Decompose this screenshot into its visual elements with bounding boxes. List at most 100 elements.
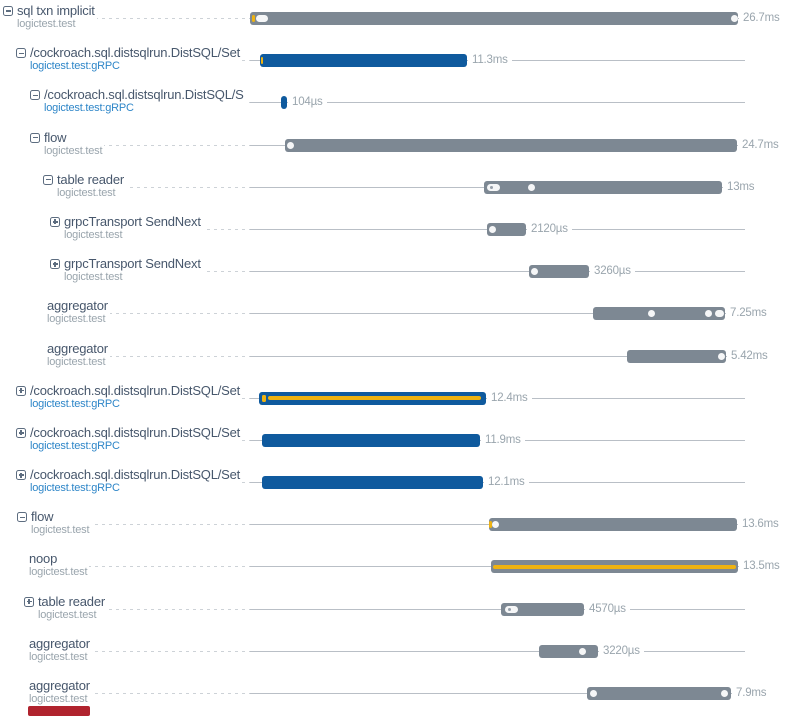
- event-marker[interactable]: [262, 394, 266, 402]
- span-label[interactable]: table reader logictest.test: [0, 593, 107, 621]
- span-label-zone: noop logictest.test: [0, 551, 250, 585]
- span-timeline: 3220µs: [250, 636, 786, 670]
- collapse-icon[interactable]: [17, 512, 27, 523]
- span-subtitle: logictest.test: [47, 355, 106, 368]
- event-marker[interactable]: [715, 310, 724, 318]
- event-marker[interactable]: [528, 183, 535, 191]
- span-timeline: 12.1ms: [250, 467, 786, 501]
- span-timeline: 12.4ms: [250, 383, 786, 417]
- event-marker[interactable]: [648, 310, 655, 318]
- span-title: aggregator: [47, 340, 108, 356]
- leader-dashed-line: [4, 18, 250, 19]
- leader-dashed-line: [4, 186, 250, 188]
- span-title: flow: [31, 509, 54, 525]
- span-bar[interactable]: [529, 265, 589, 279]
- span-bar[interactable]: [489, 518, 737, 532]
- span-label[interactable]: /cockroach.sql.distsqlrun.DistSQL/Set log…: [0, 45, 243, 73]
- event-marker[interactable]: [718, 352, 725, 360]
- collapse-icon[interactable]: [43, 174, 53, 185]
- span-label[interactable]: /cockroach.sql.distsqlrun.DistSQL/Set log…: [0, 467, 243, 495]
- event-marker[interactable]: [261, 57, 263, 65]
- span-label-zone: /cockroach.sql.distsqlrun.DistSQL/Set log…: [0, 467, 250, 501]
- span-bar[interactable]: [491, 560, 738, 574]
- span-bar[interactable]: [593, 307, 725, 321]
- span-label[interactable]: noop logictest.test: [0, 551, 90, 579]
- span-label[interactable]: flow logictest.test: [0, 509, 92, 537]
- expand-icon[interactable]: [50, 259, 60, 270]
- span-label[interactable]: aggregator logictest.test: [0, 678, 92, 706]
- event-marker[interactable]: [487, 183, 500, 191]
- span-subtitle: logictest.test: [29, 650, 88, 663]
- span-row: aggregator logictest.test 3220µs: [0, 635, 786, 672]
- span-bar[interactable]: [262, 433, 480, 447]
- event-marker[interactable]: [731, 15, 738, 22]
- span-timeline: 13ms: [250, 172, 786, 206]
- duration-label: 104µs: [288, 96, 327, 110]
- span-label[interactable]: flow logictest.test: [0, 129, 105, 157]
- span-bar[interactable]: [260, 54, 467, 68]
- span-label[interactable]: aggregator logictest.test: [0, 298, 110, 326]
- duration-label: 4570µs: [585, 602, 630, 616]
- expand-icon[interactable]: [16, 385, 26, 396]
- event-marker[interactable]: [489, 521, 492, 529]
- timeline-baseline: [250, 608, 745, 610]
- collapse-icon[interactable]: [16, 48, 26, 59]
- span-label[interactable]: /cockroach.sql.distsqlrun.DistSQL/Set log…: [0, 382, 243, 410]
- span-bar[interactable]: [281, 96, 287, 110]
- event-marker[interactable]: [505, 605, 518, 613]
- span-bar[interactable]: [262, 476, 483, 490]
- span-label[interactable]: sql txn implicit logictest.test: [0, 3, 97, 30]
- span-bar[interactable]: [259, 391, 486, 405]
- expand-icon[interactable]: [24, 596, 34, 607]
- event-marker[interactable]: [489, 225, 496, 233]
- span-bar[interactable]: [539, 644, 598, 658]
- expand-icon[interactable]: [50, 216, 60, 227]
- span-label[interactable]: aggregator logictest.test: [0, 635, 92, 663]
- event-marker[interactable]: [252, 15, 255, 22]
- span-label[interactable]: aggregator logictest.test: [0, 340, 110, 368]
- event-marker[interactable]: [590, 690, 597, 698]
- event-marker[interactable]: [492, 521, 499, 529]
- span-row: /cockroach.sql.distsqlrun.DistSQL/Set log…: [0, 45, 786, 81]
- collapse-icon[interactable]: [30, 132, 40, 143]
- span-timeline: 4570µs: [250, 594, 786, 628]
- duration-label: 12.4ms: [487, 391, 532, 405]
- span-title: aggregator: [47, 298, 108, 314]
- duration-label: 13ms: [723, 180, 759, 194]
- span-timeline: 13.5ms: [250, 551, 786, 585]
- expand-icon[interactable]: [16, 427, 26, 438]
- timeline-baseline: [250, 271, 745, 273]
- event-marker[interactable]: [705, 310, 712, 318]
- event-marker[interactable]: [579, 647, 586, 655]
- span-bar[interactable]: [285, 138, 737, 152]
- span-bar[interactable]: [487, 222, 526, 236]
- span-label[interactable]: /cockroach.sql.distsqlrun.DistSQL/Set log…: [0, 424, 243, 452]
- span-label[interactable]: /cockroach.sql.distsqlrun.DistSQL/S logic…: [0, 87, 246, 115]
- expand-icon[interactable]: [16, 470, 26, 481]
- span-label-zone: sql txn implicit logictest.test: [0, 3, 250, 37]
- span-title: flow: [44, 129, 67, 145]
- span-label[interactable]: table reader logictest.test: [0, 171, 126, 199]
- span-title: /cockroach.sql.distsqlrun.DistSQL/S: [44, 87, 244, 103]
- span-bar[interactable]: [484, 180, 722, 194]
- span-timeline: 11.9ms: [250, 425, 786, 459]
- event-marker[interactable]: [287, 141, 294, 149]
- span-row: aggregator logictest.test 7.9ms: [0, 678, 786, 714]
- clipped-next-span-bar[interactable]: [28, 706, 90, 716]
- span-bar[interactable]: [587, 687, 731, 701]
- span-timeline: 26.7ms: [250, 3, 786, 37]
- duration-label: 11.3ms: [468, 54, 512, 68]
- collapse-icon[interactable]: [3, 6, 13, 16]
- collapse-icon[interactable]: [30, 90, 40, 101]
- span-label[interactable]: grpcTransport SendNext logictest.test: [0, 213, 203, 241]
- span-label[interactable]: grpcTransport SendNext logictest.test: [0, 256, 203, 284]
- event-marker[interactable]: [531, 268, 538, 276]
- span-row: /cockroach.sql.distsqlrun.DistSQL/Set log…: [0, 382, 786, 419]
- span-timeline: 3260µs: [250, 256, 786, 290]
- span-subtitle: logictest.test: [29, 566, 88, 579]
- span-bar[interactable]: [501, 602, 584, 616]
- event-marker[interactable]: [721, 690, 728, 698]
- event-marker[interactable]: [256, 15, 268, 22]
- span-bar[interactable]: [250, 12, 738, 25]
- span-bar[interactable]: [627, 349, 726, 363]
